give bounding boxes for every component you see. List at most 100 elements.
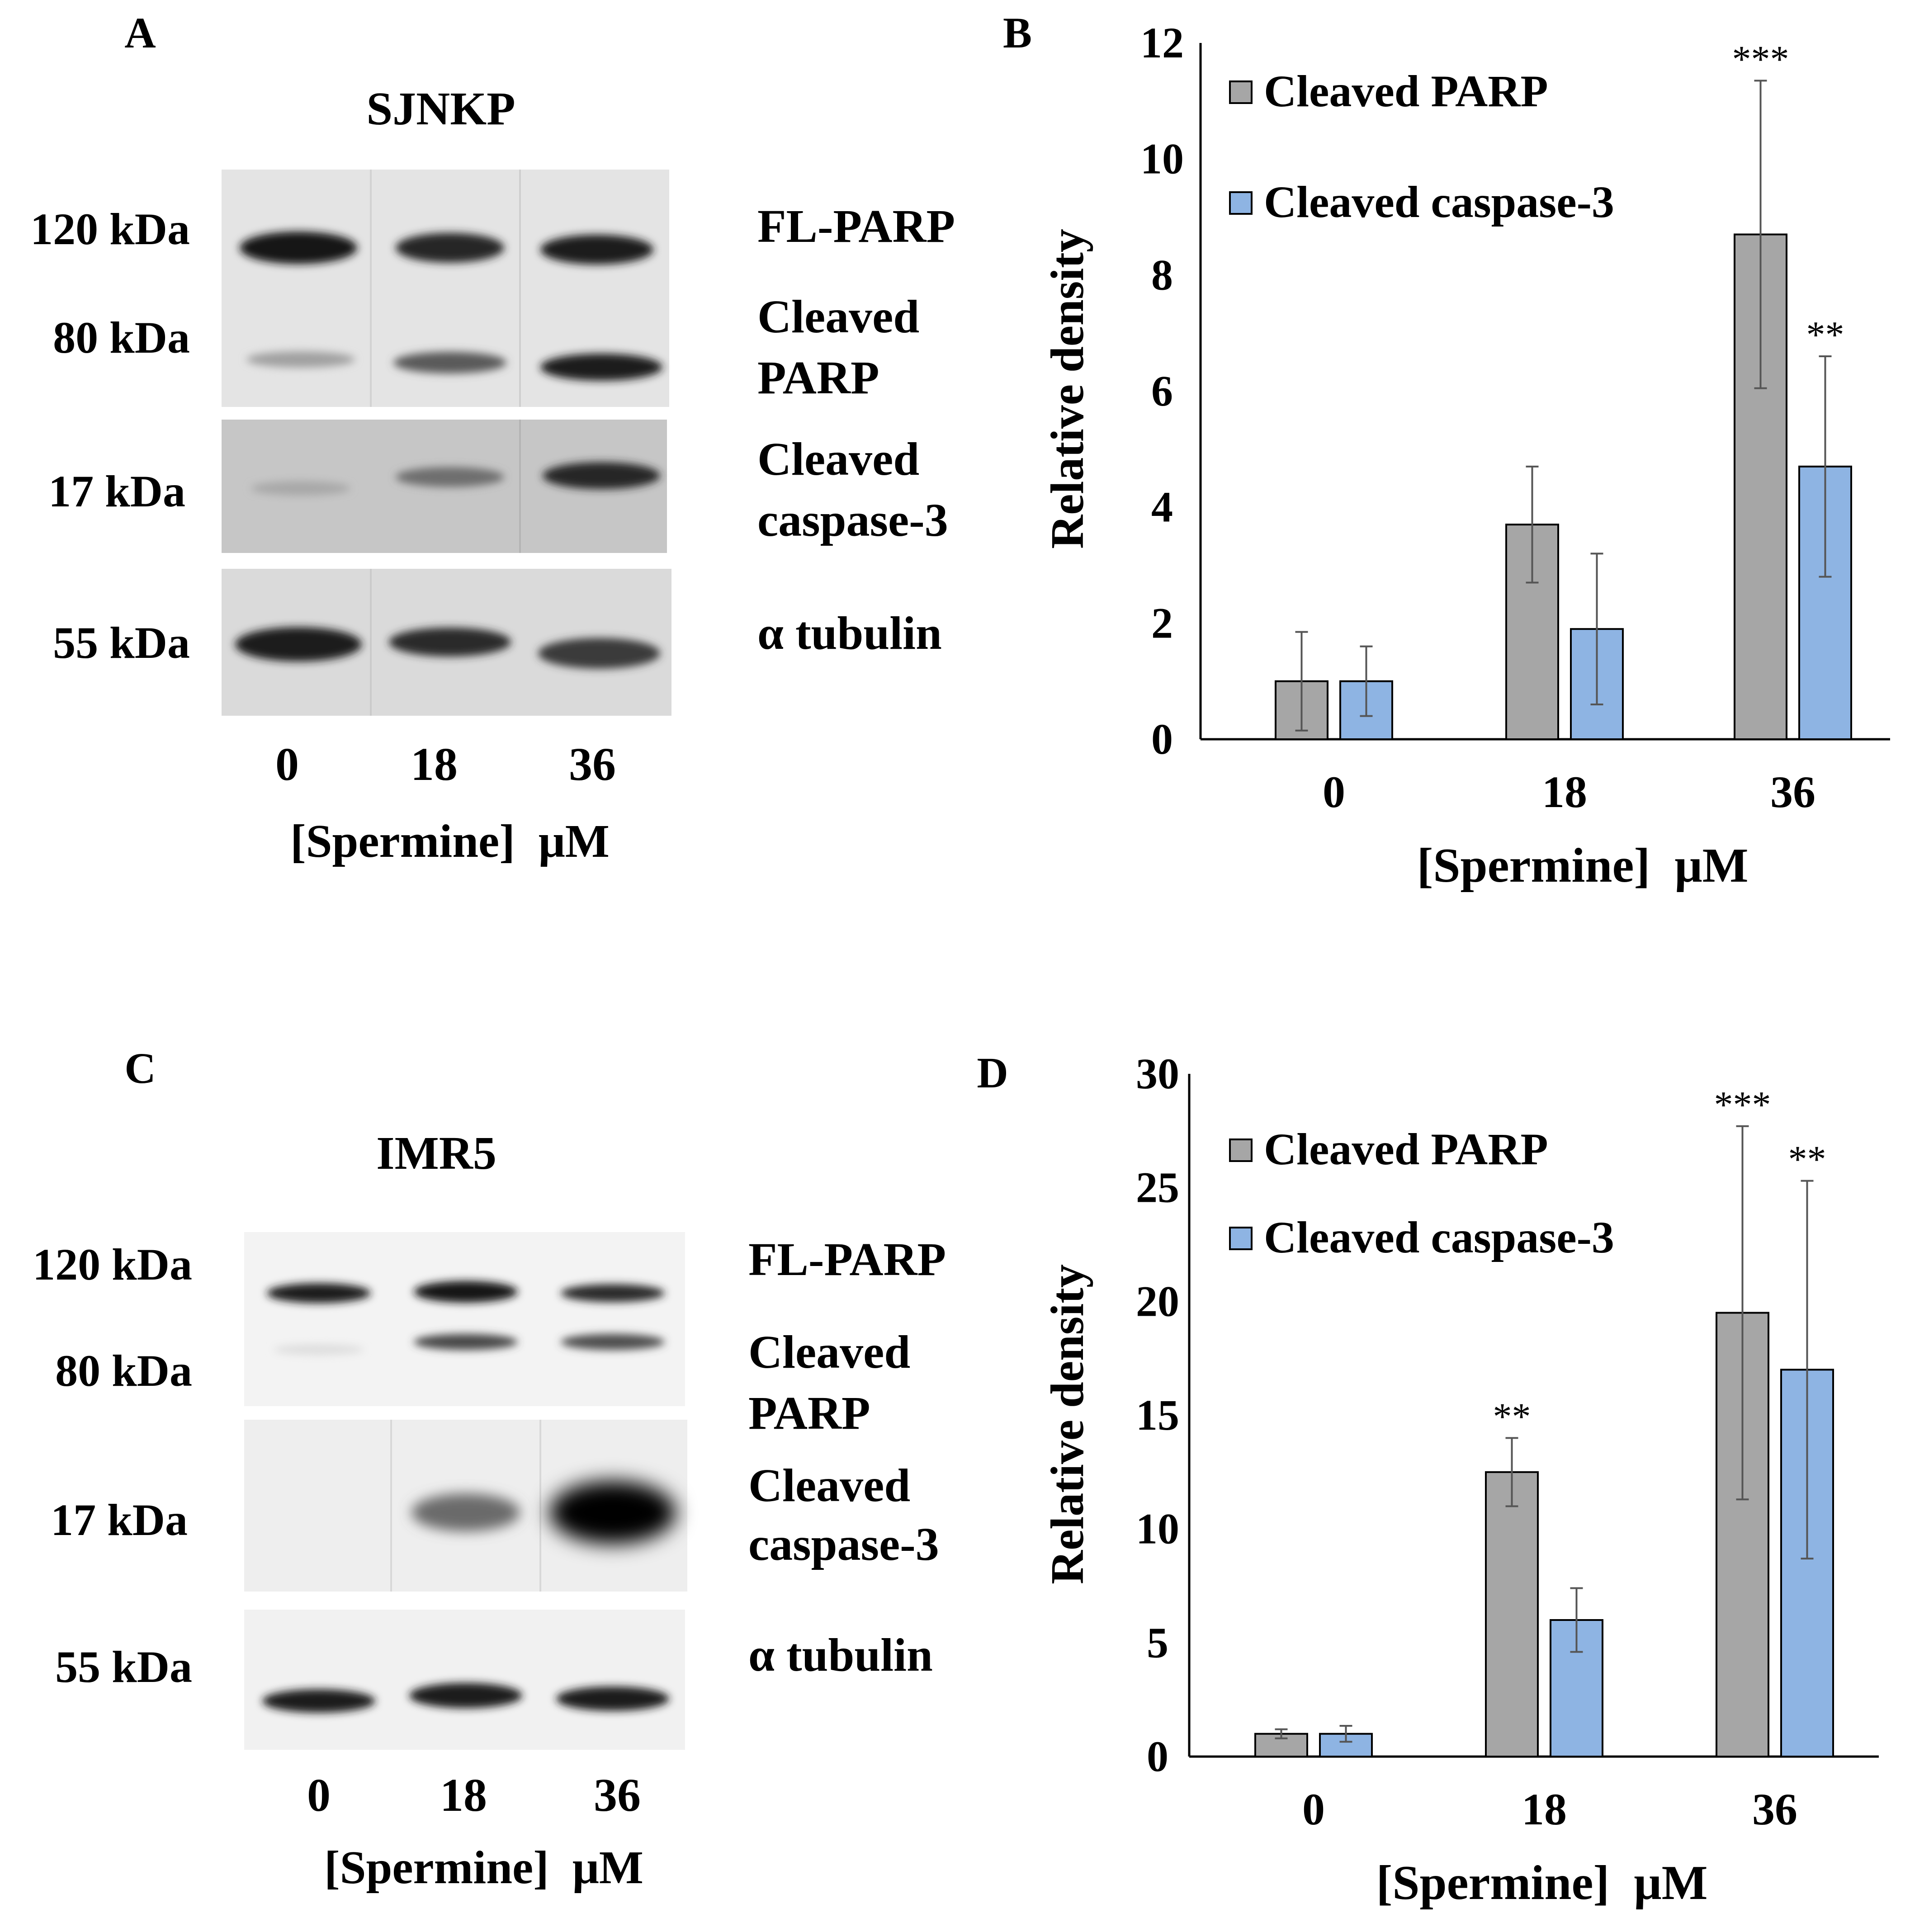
y-tick-label: 8	[1151, 250, 1173, 299]
panel-c-label-cleaved: Cleaved	[748, 1460, 910, 1512]
panel-c-lane-18: 18	[440, 1769, 487, 1821]
significance-label: ***	[1714, 1084, 1771, 1126]
significance-label: **	[1788, 1138, 1826, 1181]
panel-d-letter: D	[977, 1049, 1008, 1097]
panel-c-marker-55: 55 kDa	[55, 1642, 192, 1692]
x-tick-label: 36	[1752, 1784, 1797, 1834]
panel-a-lane-36: 36	[569, 738, 616, 790]
panel-c-label-tubulin: α tubulin	[748, 1629, 933, 1681]
x-tick-label: 18	[1522, 1784, 1567, 1834]
panel-c-marker-17: 17 kDa	[51, 1495, 188, 1545]
blot-band	[240, 231, 357, 264]
blot-c-bands	[262, 1281, 676, 1713]
blot-band	[393, 352, 506, 373]
x-axis-label: [Spermine] μM	[1417, 839, 1748, 893]
y-tick-label: 12	[1140, 19, 1184, 67]
blot-band	[411, 1493, 520, 1531]
panel-c-label-caspase-3: caspase-3	[748, 1518, 939, 1570]
blot-band	[267, 1283, 371, 1303]
panel-c-letter: C	[124, 1044, 156, 1092]
legend-label: Cleaved PARP	[1264, 1124, 1548, 1174]
x-axis-label: [Spermine] μM	[1376, 1856, 1707, 1910]
blot-band	[549, 1481, 676, 1544]
x-tick-label: 36	[1770, 767, 1815, 817]
panel-c-label-cleaved: Cleaved	[748, 1326, 910, 1378]
legend-label: Cleaved caspase-3	[1264, 1212, 1614, 1262]
blot-band	[274, 1344, 364, 1355]
blot-band	[396, 233, 504, 263]
blot-c-tubulin-strip	[244, 1610, 685, 1750]
panel-a-lane-18: 18	[411, 738, 458, 790]
legend-label: Cleaved caspase-3	[1264, 177, 1614, 227]
y-tick-label: 10	[1140, 135, 1184, 183]
x-tick-label: 18	[1542, 767, 1587, 817]
blot-band	[540, 235, 653, 265]
blot-band	[246, 351, 355, 368]
panel-c: C IMR5	[33, 1044, 946, 1894]
x-tick-label: 0	[1302, 1784, 1325, 1834]
y-tick-label: 0	[1147, 1732, 1168, 1781]
significance-label: ***	[1732, 38, 1789, 80]
panel-c-blot	[244, 1232, 687, 1750]
blot-band	[251, 481, 350, 496]
panel-a-label-caspase-3: caspase-3	[757, 494, 948, 546]
y-axis-label: Relative density	[1041, 229, 1093, 549]
legend-swatch	[1229, 191, 1253, 215]
blot-c-parp-strip	[244, 1232, 685, 1406]
x-tick-label: 0	[1323, 767, 1345, 817]
blot-band	[389, 628, 511, 657]
blot-band	[556, 1686, 669, 1711]
panel-a-marker-17: 17 kDa	[48, 466, 185, 516]
panel-c-label-parp: PARP	[748, 1387, 870, 1439]
chart-b: 0 2 4 6 8 10 12 Relative density 0 18 36 [Spermine]…	[1041, 19, 1890, 893]
y-tick-label: 6	[1151, 367, 1173, 415]
blot-band	[414, 1281, 518, 1303]
panel-a-xlabel: [Spermine] μM	[290, 815, 610, 867]
blot-band	[540, 354, 662, 381]
blot-band	[561, 1334, 665, 1350]
blot-band	[396, 467, 504, 487]
y-tick-label: 10	[1136, 1505, 1179, 1553]
panel-c-cell-line: IMR5	[376, 1127, 496, 1179]
panel-c-marker-120: 120 kDa	[33, 1239, 192, 1290]
y-tick-label: 30	[1136, 1049, 1179, 1098]
panel-a-label-cleaved: Cleaved	[757, 291, 919, 343]
panel-a-marker-80: 80 kDa	[53, 312, 190, 363]
blot-band	[262, 1689, 375, 1713]
panel-a-label-cleaved: Cleaved	[757, 433, 919, 485]
blot-band	[414, 1334, 518, 1350]
panel-c-lane-36: 36	[594, 1769, 641, 1821]
legend-swatch	[1229, 80, 1253, 104]
panel-c-label-fl-parp: FL-PARP	[748, 1233, 946, 1285]
y-tick-label: 15	[1136, 1391, 1179, 1439]
blot-band	[409, 1683, 522, 1708]
y-tick-label: 5	[1147, 1618, 1168, 1667]
panel-a-label-tubulin: α tubulin	[757, 607, 942, 659]
panel-a: A SJNKP	[30, 9, 955, 867]
blot-band	[235, 627, 362, 661]
significance-label: **	[1806, 314, 1844, 356]
panel-c-xlabel: [Spermine] μM	[324, 1842, 643, 1894]
y-tick-label: 4	[1151, 483, 1173, 531]
legend-label: Cleaved PARP	[1264, 66, 1548, 116]
y-axis-label: Relative density	[1041, 1264, 1093, 1584]
panel-c-lane-0: 0	[307, 1769, 331, 1821]
significance-label: **	[1493, 1395, 1531, 1437]
y-tick-label: 25	[1136, 1163, 1179, 1212]
panel-a-marker-55: 55 kDa	[53, 618, 190, 668]
blot-band	[538, 638, 660, 669]
panel-c-marker-80: 80 kDa	[55, 1346, 192, 1396]
panel-a-blot	[222, 170, 671, 716]
panel-a-marker-120: 120 kDa	[30, 204, 190, 254]
y-tick-label: 2	[1151, 599, 1173, 647]
panel-a-lane-0: 0	[275, 738, 299, 790]
panel-a-label-parp: PARP	[757, 352, 879, 404]
bar-cleaved-parp	[1485, 1471, 1539, 1757]
y-tick-label: 0	[1151, 715, 1173, 763]
chart-d: 0 5 10 15 20 25 30 Relative density 0 18 36 [Spermi…	[1041, 1049, 1879, 1910]
y-tick-label: 20	[1136, 1277, 1179, 1325]
legend-swatch	[1229, 1138, 1253, 1162]
panel-a-cell-line: SJNKP	[366, 83, 515, 135]
legend-swatch	[1229, 1227, 1253, 1250]
